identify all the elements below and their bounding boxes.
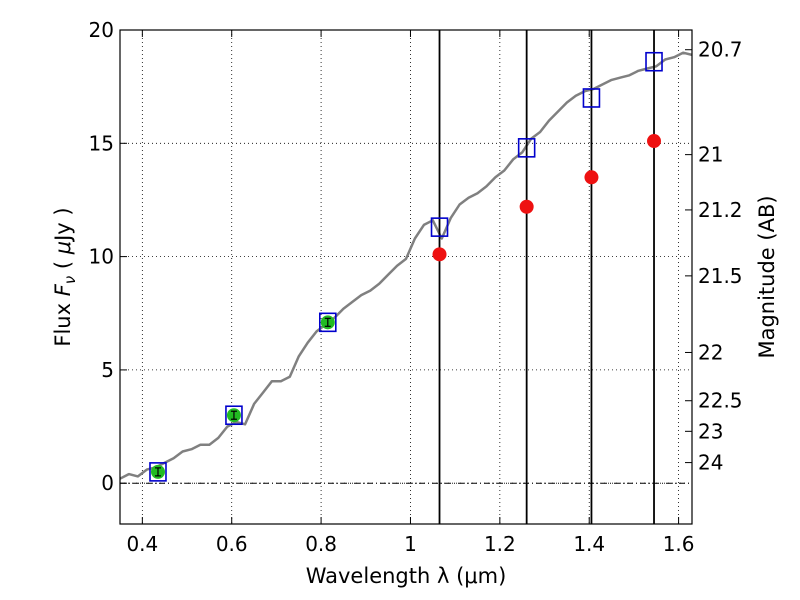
mag-tick-label: 23 — [698, 419, 723, 443]
spectrum-line — [119, 51, 693, 480]
mag-tick-label: 24 — [698, 451, 723, 475]
mag-tick-label: 20.7 — [698, 38, 743, 62]
x-tick-label: 1.4 — [573, 532, 605, 556]
x-tick-label: 0.8 — [305, 532, 337, 556]
x-tick-label: 0.4 — [126, 532, 158, 556]
y-label-part: μ — [51, 241, 75, 255]
axis-ticks: 0.4 0.6 0.8 1 1.2 1.4 1.6 0 5 10 15 20 20.7 21 21.2 21.… — [89, 18, 743, 556]
predicted-point — [519, 199, 534, 214]
x-tick-label: 0.6 — [216, 532, 248, 556]
mag-tick-label: 21.2 — [698, 198, 743, 222]
y-label-part: ν — [61, 276, 79, 284]
plot-frame — [119, 29, 693, 525]
x-tick-label: 1.2 — [484, 532, 516, 556]
model-square-marker — [225, 405, 243, 426]
model-square-marker — [517, 138, 536, 158]
right-axis-label: Magnitude (AB) — [755, 195, 779, 358]
model-square-marker — [430, 217, 449, 237]
y-axis-label: Flux Fν ( μJy ) — [51, 207, 79, 346]
photometry-markers — [149, 51, 663, 482]
mag-tick-label: 22 — [698, 340, 723, 364]
y-label-part: ( — [51, 254, 75, 276]
x-tick-label: 1.6 — [663, 532, 695, 556]
mag-tick-label: 21 — [698, 143, 723, 167]
x-tick-label: 1 — [404, 532, 417, 556]
y-label-part: Flux — [51, 296, 75, 346]
predicted-point — [432, 247, 447, 262]
y-label-part: Jy ) — [51, 207, 75, 243]
mag-tick-label: 21.5 — [698, 264, 743, 288]
y-tick-label: 0 — [101, 471, 114, 495]
y-tick-label: 10 — [89, 245, 114, 269]
predicted-point — [584, 170, 599, 185]
mag-tick-label: 22.5 — [698, 389, 743, 413]
spectrum-series — [119, 51, 693, 480]
filter-lines — [438, 30, 655, 524]
y-tick-label: 15 — [89, 131, 114, 155]
y-tick-label: 20 — [89, 18, 114, 42]
y-tick-label: 5 — [101, 358, 114, 382]
model-square-marker — [582, 88, 601, 108]
model-square-marker — [318, 312, 337, 333]
y-label-part: F — [51, 283, 75, 296]
model-square-marker — [645, 51, 663, 72]
x-axis-label: Wavelength λ (μm) — [306, 564, 507, 588]
predicted-point — [647, 134, 662, 149]
grid-lines — [120, 29, 692, 524]
model-square-marker — [149, 462, 167, 482]
